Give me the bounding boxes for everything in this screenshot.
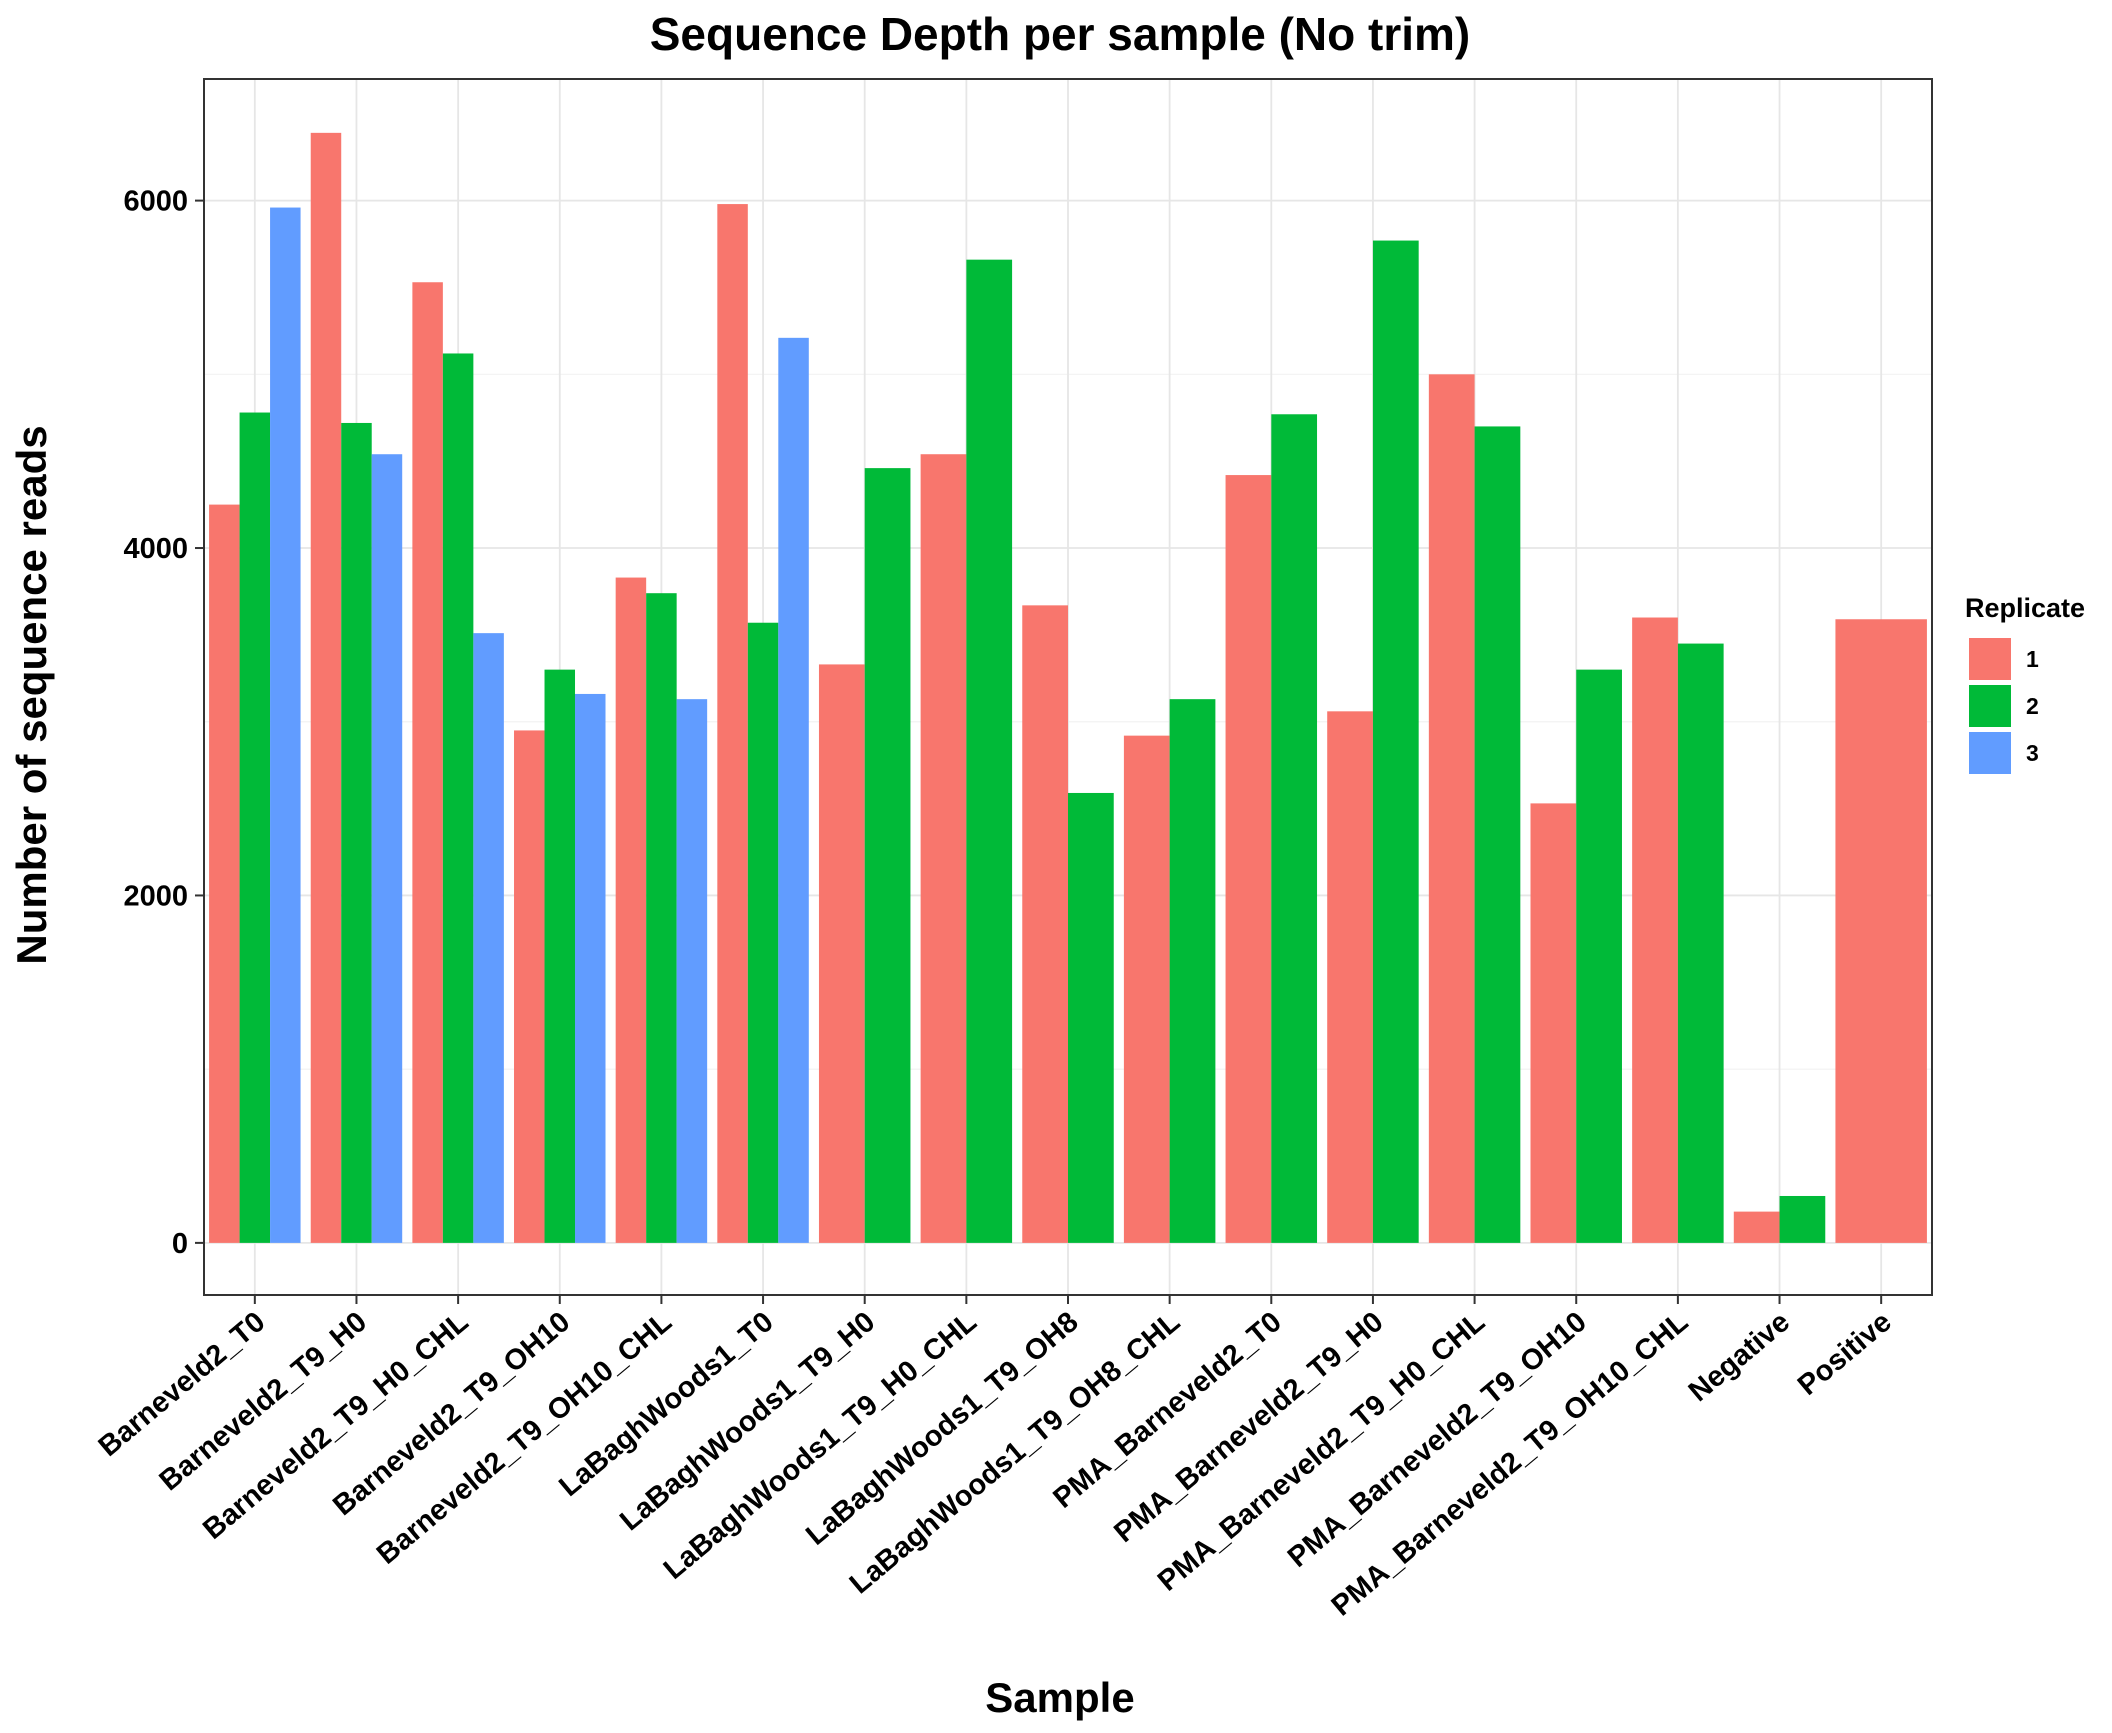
legend-label-replicate-3: 3 xyxy=(2026,740,2039,766)
legend-label-replicate-2: 2 xyxy=(2026,693,2039,719)
bar-labaghwoods1-t9-oh8-chl-replicate-1 xyxy=(1123,735,1170,1243)
bar-pma-barneveld2-t0-replicate-1 xyxy=(1225,475,1272,1243)
bar-positive-replicate-1 xyxy=(1835,619,1927,1243)
bar-pma-barneveld2-t9-oh10-chl-replicate-2 xyxy=(1677,643,1724,1243)
bar-pma-barneveld2-t9-h0-chl-replicate-2 xyxy=(1474,426,1521,1243)
bar-pma-barneveld2-t9-h0-replicate-1 xyxy=(1327,711,1373,1243)
bar-barneveld2-t9-oh10-chl-replicate-3 xyxy=(676,699,708,1243)
legend: Replicate 1 2 3 xyxy=(1965,593,2085,776)
bar-barneveld2-t9-h0-chl-replicate-2 xyxy=(442,353,474,1243)
y-tick-label: 4000 xyxy=(123,533,188,565)
bar-labaghwoods1-t9-h0-replicate-1 xyxy=(818,664,865,1243)
plot-area: 0200040006000Barneveld2_T0Barneveld2_T9_… xyxy=(93,78,1933,1623)
y-tick-label: 0 xyxy=(172,1228,188,1260)
bar-labaghwoods1-t0-replicate-1 xyxy=(717,204,748,1243)
bar-pma-barneveld2-t9-h0-replicate-2 xyxy=(1372,240,1419,1243)
chart-title: Sequence Depth per sample (No trim) xyxy=(650,8,1471,60)
x-tick-label: Positive xyxy=(1792,1306,1898,1402)
bar-pma-barneveld2-t9-oh10-chl-replicate-1 xyxy=(1632,617,1678,1243)
bar-pma-barneveld2-t9-h0-chl-replicate-1 xyxy=(1428,374,1475,1243)
x-tick-label: PMA_Barneveld2_T9_OH10_CHL xyxy=(1326,1306,1695,1623)
x-tick-label: Negative xyxy=(1683,1306,1796,1408)
bar-barneveld2-t9-h0-replicate-2 xyxy=(341,422,372,1243)
bar-labaghwoods1-t0-replicate-2 xyxy=(747,622,779,1243)
bar-barneveld2-t9-oh10-chl-replicate-1 xyxy=(615,577,647,1243)
y-tick-label: 6000 xyxy=(123,186,188,218)
bar-barneveld2-t9-oh10-replicate-3 xyxy=(575,693,606,1243)
bar-barneveld2-t0-replicate-3 xyxy=(270,207,301,1243)
bar-pma-barneveld2-t9-oh10-replicate-2 xyxy=(1576,669,1622,1243)
y-axis-title: Number of sequence reads xyxy=(8,425,55,964)
bar-barneveld2-t9-h0-replicate-3 xyxy=(371,454,403,1243)
bar-barneveld2-t9-oh10-replicate-2 xyxy=(544,669,576,1243)
bar-negative-replicate-2 xyxy=(1779,1195,1826,1243)
bar-labaghwoods1-t0-replicate-3 xyxy=(778,337,809,1243)
bar-barneveld2-t9-h0-chl-replicate-1 xyxy=(412,282,443,1243)
bar-barneveld2-t0-replicate-2 xyxy=(239,412,271,1243)
x-tick-label: Barneveld2_T0 xyxy=(93,1306,272,1463)
y-tick-label: 2000 xyxy=(123,880,188,912)
bar-barneveld2-t9-oh10-chl-replicate-2 xyxy=(646,593,677,1243)
x-axis-title: Sample xyxy=(985,1674,1134,1721)
bar-barneveld2-t9-h0-chl-replicate-3 xyxy=(473,633,504,1243)
bar-labaghwoods1-t9-oh8-replicate-2 xyxy=(1068,792,1114,1243)
legend-key-replicate-2 xyxy=(1967,683,2013,729)
bar-labaghwoods1-t9-h0-replicate-2 xyxy=(864,468,911,1243)
bar-pma-barneveld2-t9-oh10-replicate-1 xyxy=(1530,803,1577,1243)
legend-key-replicate-3 xyxy=(1967,730,2013,776)
bar-labaghwoods1-t9-h0-chl-replicate-2 xyxy=(966,259,1013,1243)
bar-barneveld2-t0-replicate-1 xyxy=(209,504,240,1243)
legend-title: Replicate xyxy=(1965,593,2085,623)
legend-key-replicate-1 xyxy=(1967,636,2013,682)
bar-labaghwoods1-t9-oh8-replicate-1 xyxy=(1022,605,1068,1243)
bar-labaghwoods1-t9-h0-chl-replicate-1 xyxy=(920,454,967,1243)
bar-labaghwoods1-t9-oh8-chl-replicate-2 xyxy=(1169,699,1216,1243)
bar-pma-barneveld2-t0-replicate-2 xyxy=(1271,414,1318,1243)
bar-barneveld2-t9-oh10-replicate-1 xyxy=(514,730,545,1243)
legend-label-replicate-1: 1 xyxy=(2026,646,2039,672)
bar-barneveld2-t9-h0-replicate-1 xyxy=(310,132,342,1243)
bar-negative-replicate-1 xyxy=(1733,1211,1780,1243)
